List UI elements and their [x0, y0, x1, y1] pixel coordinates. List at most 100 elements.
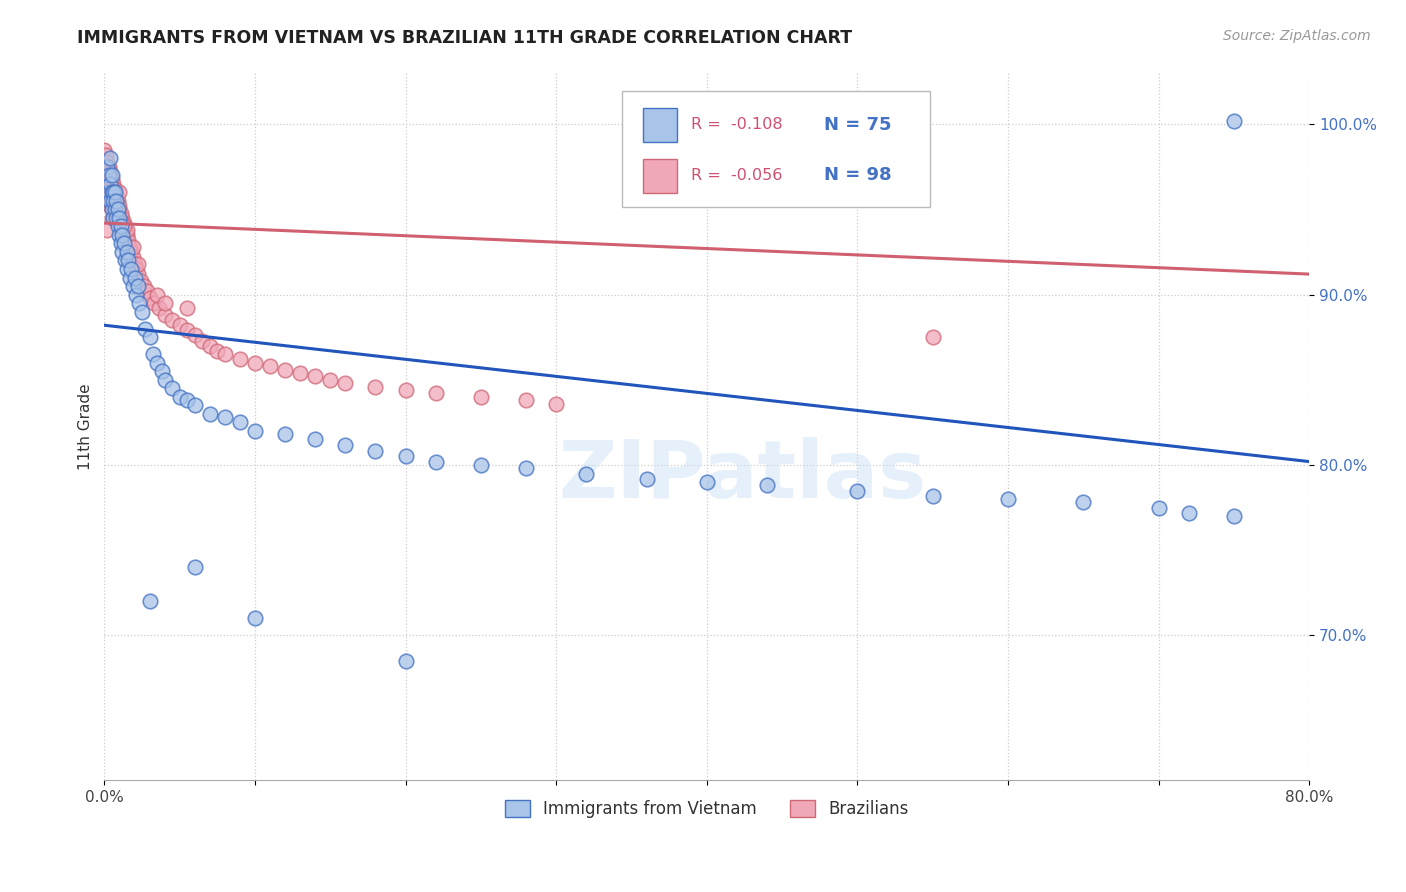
Point: [921, 330, 943, 344]
Text: ZIPatlas: ZIPatlas: [558, 437, 927, 516]
Point: [94, 182, 117, 196]
Point: [153, 308, 176, 322]
Point: [1177, 506, 1199, 520]
Point: [191, 334, 214, 348]
Point: [110, 216, 132, 230]
Point: [111, 211, 134, 225]
Point: [111, 216, 134, 230]
Point: [100, 188, 122, 202]
Point: [94, 194, 117, 208]
Point: [103, 194, 125, 208]
Point: [100, 177, 122, 191]
Point: [114, 223, 136, 237]
Point: [105, 188, 128, 202]
Point: [107, 202, 129, 217]
Point: [101, 186, 124, 200]
Point: [304, 369, 326, 384]
Point: [394, 450, 416, 464]
Point: [243, 424, 266, 438]
Point: [93, 154, 115, 169]
Point: [335, 437, 357, 451]
Point: [125, 287, 148, 301]
Point: [97, 194, 120, 208]
Text: N = 75: N = 75: [824, 116, 891, 134]
FancyBboxPatch shape: [623, 91, 929, 207]
Point: [103, 199, 125, 213]
Point: [100, 188, 122, 202]
Point: [184, 328, 207, 343]
Point: [107, 194, 129, 208]
Point: [97, 168, 120, 182]
Point: [112, 219, 135, 234]
Point: [127, 267, 149, 281]
Point: [160, 381, 183, 395]
Y-axis label: 11th Grade: 11th Grade: [79, 384, 93, 470]
Point: [304, 433, 326, 447]
Point: [110, 205, 132, 219]
Point: [105, 194, 128, 208]
Point: [153, 296, 176, 310]
Point: [138, 291, 160, 305]
Point: [110, 236, 132, 251]
Bar: [643, 159, 676, 193]
Point: [105, 211, 128, 225]
Bar: [643, 109, 676, 143]
Point: [134, 321, 156, 335]
Point: [153, 373, 176, 387]
Point: [111, 227, 134, 242]
Point: [470, 458, 492, 472]
Point: [1223, 113, 1246, 128]
Point: [100, 151, 122, 165]
Point: [96, 154, 118, 169]
Point: [198, 339, 221, 353]
Point: [103, 211, 125, 225]
Point: [146, 287, 169, 301]
Point: [138, 330, 160, 344]
Point: [122, 250, 145, 264]
Point: [96, 188, 118, 202]
Point: [93, 165, 115, 179]
Point: [96, 165, 118, 179]
Point: [97, 186, 120, 200]
Point: [108, 227, 131, 242]
Point: [364, 379, 387, 393]
Point: [259, 359, 281, 373]
Point: [117, 253, 139, 268]
Point: [101, 202, 124, 217]
Point: [112, 216, 135, 230]
Point: [115, 223, 138, 237]
Point: [124, 270, 146, 285]
Point: [124, 257, 146, 271]
Point: [176, 301, 198, 315]
Point: [150, 364, 173, 378]
Point: [104, 205, 127, 219]
Point: [288, 366, 311, 380]
Point: [636, 472, 658, 486]
Point: [101, 171, 124, 186]
Point: [112, 236, 135, 251]
Point: [104, 199, 127, 213]
Point: [138, 594, 160, 608]
Point: [108, 199, 131, 213]
Point: [94, 148, 117, 162]
Point: [135, 284, 157, 298]
Point: [129, 274, 152, 288]
Text: N = 98: N = 98: [824, 166, 891, 185]
Point: [107, 202, 129, 217]
Point: [94, 171, 117, 186]
Point: [105, 211, 128, 225]
Point: [515, 461, 537, 475]
Point: [142, 347, 165, 361]
Text: Source: ZipAtlas.com: Source: ZipAtlas.com: [1223, 29, 1371, 43]
Point: [131, 304, 153, 318]
Point: [117, 233, 139, 247]
Point: [108, 211, 131, 225]
Point: [319, 373, 342, 387]
Point: [546, 397, 568, 411]
Text: R =  -0.108: R = -0.108: [692, 118, 783, 132]
Point: [115, 227, 138, 242]
Point: [921, 489, 943, 503]
Point: [100, 199, 122, 213]
Point: [470, 390, 492, 404]
Point: [105, 205, 128, 219]
